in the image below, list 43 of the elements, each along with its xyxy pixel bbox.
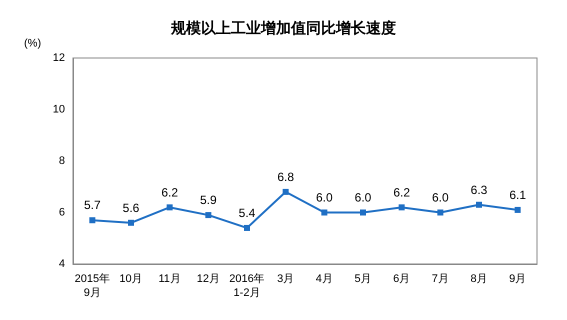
data-label: 5.4	[238, 206, 256, 220]
point	[128, 220, 134, 226]
data-label: 6.8	[277, 170, 294, 184]
x-tick-label: 12月	[196, 273, 220, 285]
point	[514, 206, 521, 213]
data-label: 6.2	[161, 185, 178, 200]
x-tick-label: 7月	[432, 273, 449, 285]
y-tick-label: 6	[58, 206, 65, 218]
point	[476, 202, 482, 208]
x-tick-label: 3月	[277, 273, 294, 285]
data-label: 6.0	[316, 190, 333, 204]
x-tick-label: 6月	[393, 273, 410, 285]
point	[437, 210, 444, 216]
x-tick-label: 11月	[158, 273, 181, 285]
data-label: 6.3	[470, 182, 488, 197]
data-label: 5.7	[84, 198, 101, 212]
data-label: 6.0	[432, 190, 449, 204]
x-tick-label: 4月	[316, 273, 333, 285]
x-tick-label: 2016年 1-2月	[229, 273, 265, 299]
point	[360, 210, 366, 216]
x-tick-label: 9月	[509, 273, 526, 285]
data-label: 6.1	[509, 188, 526, 202]
y-tick-label: 8	[58, 155, 65, 167]
x-tick-label: 5月	[354, 273, 372, 285]
x-tick-label: 2015年 9月	[74, 273, 110, 299]
point	[166, 204, 173, 210]
point	[89, 217, 96, 224]
y-tick-label: 4	[58, 258, 65, 270]
data-label: 6.2	[393, 185, 410, 200]
data-label: 6.0	[354, 190, 372, 204]
point	[282, 188, 289, 195]
y-tick-label: 12	[52, 52, 65, 64]
data-label: 5.6	[122, 200, 140, 215]
x-tick-label: 10月	[119, 273, 143, 285]
y-tick-label: 10	[52, 104, 65, 116]
point	[244, 224, 250, 231]
x-tick-label: 8月	[470, 273, 488, 285]
point	[321, 210, 328, 216]
point	[398, 204, 405, 210]
data-label: 5.9	[200, 193, 217, 208]
point	[205, 212, 212, 218]
y-axis-title: (%)	[24, 38, 42, 50]
chart-title: 规模以上工业增加值同比增长速度	[170, 19, 396, 37]
